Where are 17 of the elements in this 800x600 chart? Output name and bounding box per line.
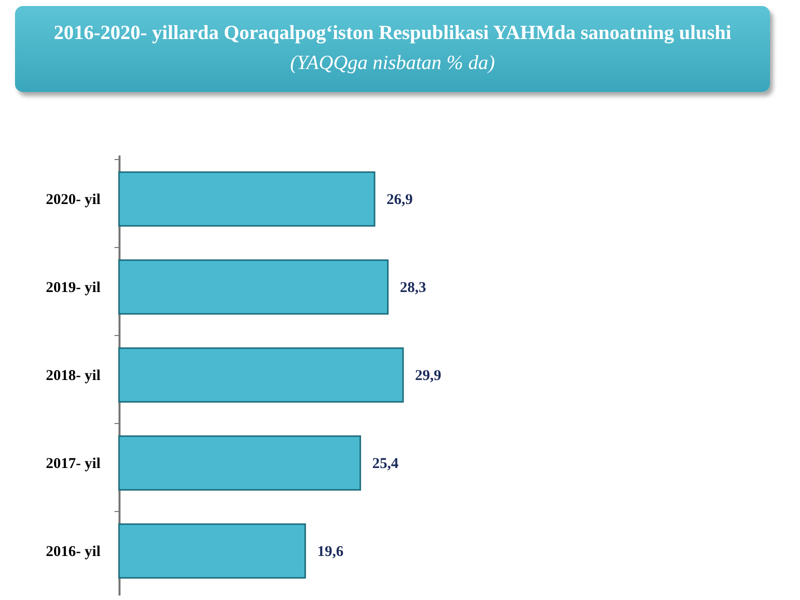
bar (118, 435, 362, 491)
bar (118, 523, 306, 579)
bar (118, 259, 389, 315)
chart-subtitle: (YAQQga nisbatan % da) (290, 52, 495, 74)
chart-title: 2016-2020- yillarda Qoraqalpog‘iston Respublikasi YAHMda sanoatning ulushi (54, 22, 732, 44)
y-tick-label: 2019- yil (46, 280, 100, 296)
data-label: 19,6 (317, 544, 344, 560)
data-label: 28,3 (400, 280, 426, 296)
y-tick-label: 2020- yil (46, 192, 100, 208)
bar (118, 347, 404, 403)
data-label: 25,4 (372, 456, 400, 472)
y-tick-label: 2018- yil (46, 368, 100, 384)
bar (118, 171, 376, 227)
y-tick-label: 2016- yil (46, 544, 100, 560)
y-tick-label: 2017- yil (46, 456, 100, 472)
data-label: 26,9 (386, 192, 413, 208)
data-label: 29,9 (415, 368, 442, 384)
